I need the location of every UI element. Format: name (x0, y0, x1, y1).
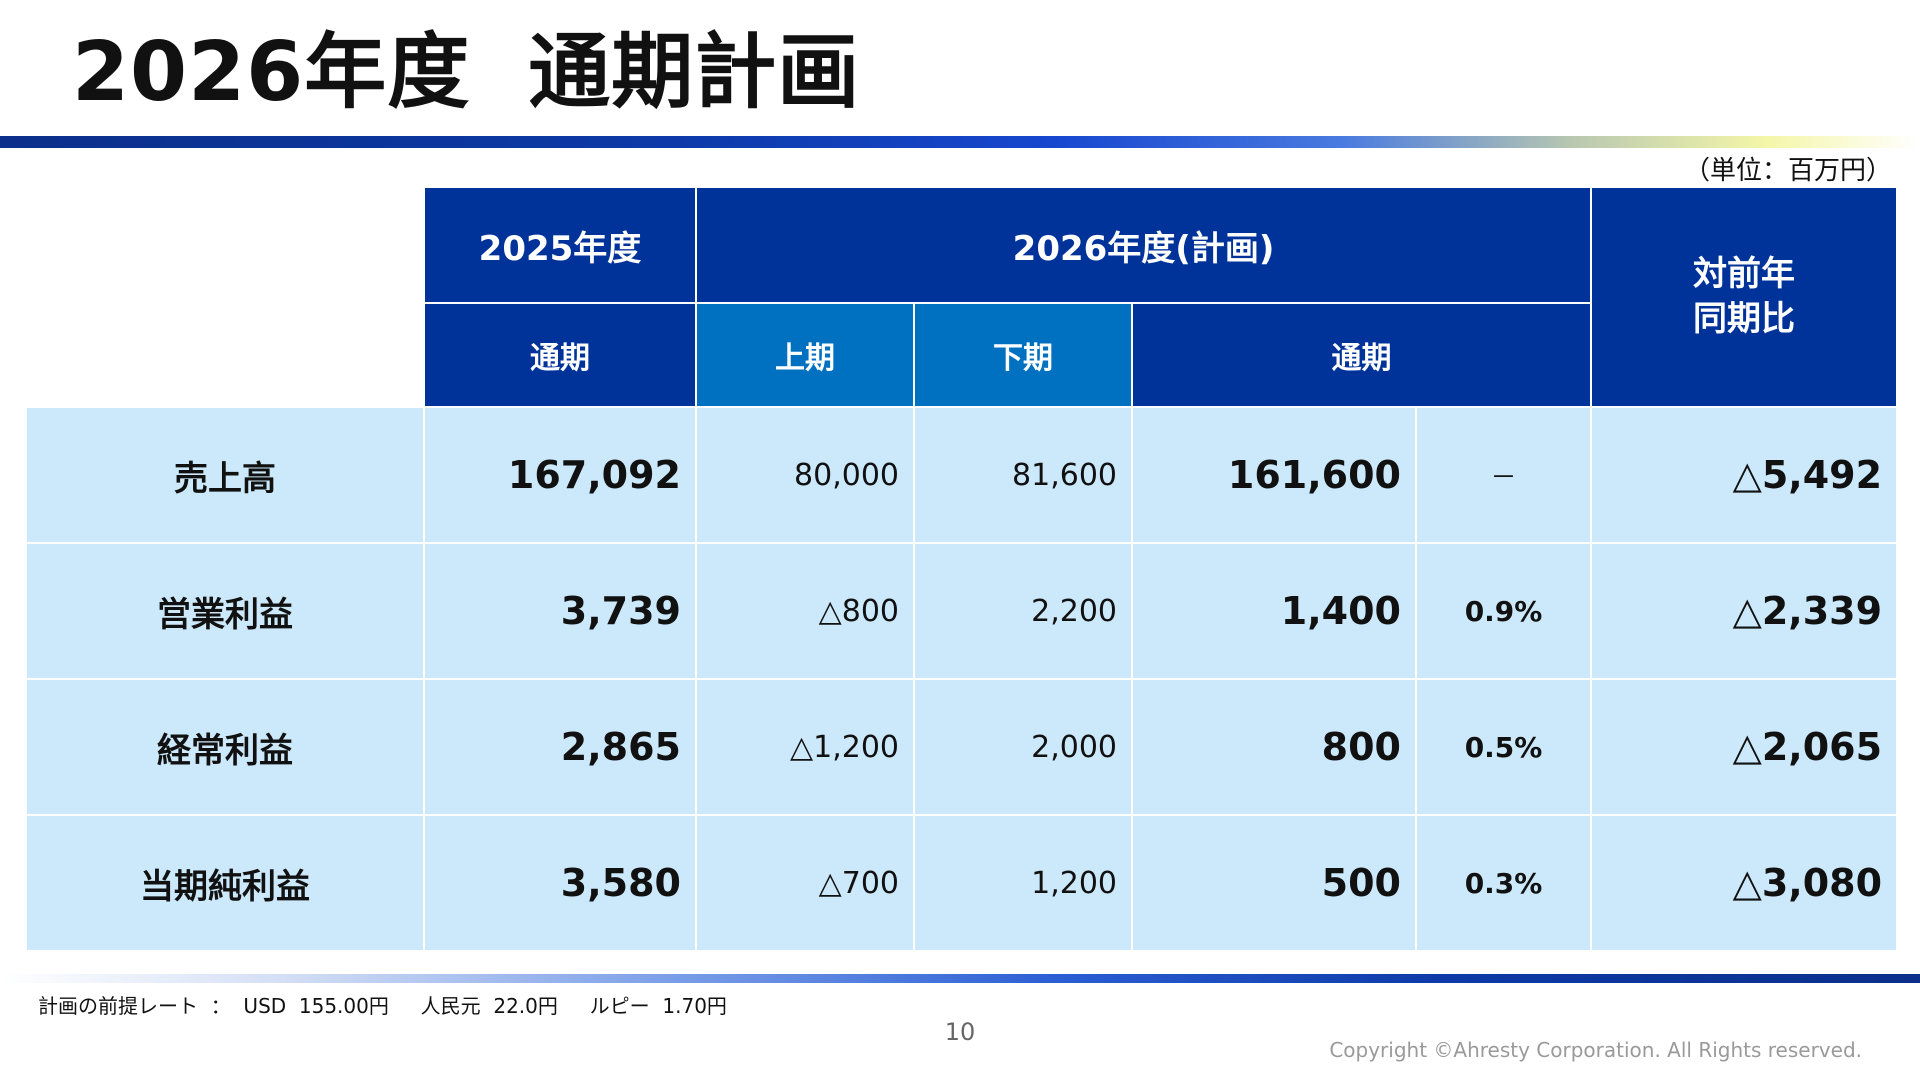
table-row: 経常利益 2,865 △1,200 2,000 800 0.5% △2,065 (25, 678, 1899, 816)
cell-h1: △1,200 (695, 678, 915, 816)
header-full-year-2026: 通期 (1130, 302, 1593, 408)
copyright-text: Copyright ©Ahresty Corporation. All Righ… (1329, 1038, 1862, 1062)
cell-margin: － (1414, 406, 1593, 544)
cell-yoy: △2,339 (1590, 542, 1899, 680)
unit-label: （単位：百万円） (1683, 156, 1892, 186)
cell-yoy: △3,080 (1590, 814, 1899, 952)
cell-fy2025: 2,865 (423, 678, 697, 816)
cell-yoy: △5,492 (1590, 406, 1899, 544)
cell-h1: △700 (695, 814, 915, 952)
cell-h1: 80,000 (695, 406, 915, 544)
title-year: 2026年度 (72, 25, 471, 120)
cell-h2: 2,000 (913, 678, 1133, 816)
row-label: 当期純利益 (25, 814, 425, 952)
plan-table: 2025年度 2026年度(計画) 対前年 同期比 通期 上期 下期 通期 売上… (25, 186, 1899, 952)
header-first-half: 上期 (695, 302, 915, 408)
cell-margin: 0.3% (1414, 814, 1593, 952)
cell-yoy: △2,065 (1590, 678, 1899, 816)
cell-fy2025: 167,092 (423, 406, 697, 544)
title-main: 通期計画 (528, 25, 861, 120)
table-row: 当期純利益 3,580 △700 1,200 500 0.3% △3,080 (25, 814, 1899, 952)
exchange-rate-note: 計画の前提レート ： USD 155.00円 人民元 22.0円 ルピー 1.7… (38, 994, 727, 1018)
header-full-year-2025: 通期 (423, 302, 697, 408)
cell-fy2026: 500 (1131, 814, 1417, 952)
header-fy2025: 2025年度 (423, 186, 697, 304)
cell-h2: 2,200 (913, 542, 1133, 680)
header-second-half: 下期 (913, 302, 1133, 408)
row-label: 営業利益 (25, 542, 425, 680)
cell-fy2026: 161,600 (1131, 406, 1417, 544)
row-label: 経常利益 (25, 678, 425, 816)
row-label: 売上高 (25, 406, 425, 544)
table-row: 売上高 167,092 80,000 81,600 161,600 － △5,4… (25, 406, 1899, 544)
cell-fy2026: 800 (1131, 678, 1417, 816)
cell-h2: 1,200 (913, 814, 1133, 952)
cell-fy2026: 1,400 (1131, 542, 1417, 680)
header-row-1: 2025年度 2026年度(計画) 対前年 同期比 (25, 186, 1899, 408)
header-row-2: 通期 上期 下期 通期 (26, 302, 1897, 408)
header-yoy: 対前年 同期比 (1590, 186, 1899, 408)
header-blank-cell (25, 186, 425, 408)
cell-h2: 81,600 (913, 406, 1133, 544)
cell-h1: △800 (695, 542, 915, 680)
table-row: 営業利益 3,739 △800 2,200 1,400 0.9% △2,339 (25, 542, 1899, 680)
page-number: 10 (944, 1018, 976, 1046)
cell-margin: 0.9% (1414, 542, 1593, 680)
header-fy2026: 2026年度(計画) (694, 186, 1593, 304)
slide-title: 2026年度 通期計画 (72, 25, 861, 120)
cell-fy2025: 3,580 (423, 814, 697, 952)
cell-margin: 0.5% (1414, 678, 1593, 816)
title-underline-bar (0, 136, 1920, 148)
cell-fy2025: 3,739 (423, 542, 697, 680)
footer-bar (0, 974, 1920, 983)
